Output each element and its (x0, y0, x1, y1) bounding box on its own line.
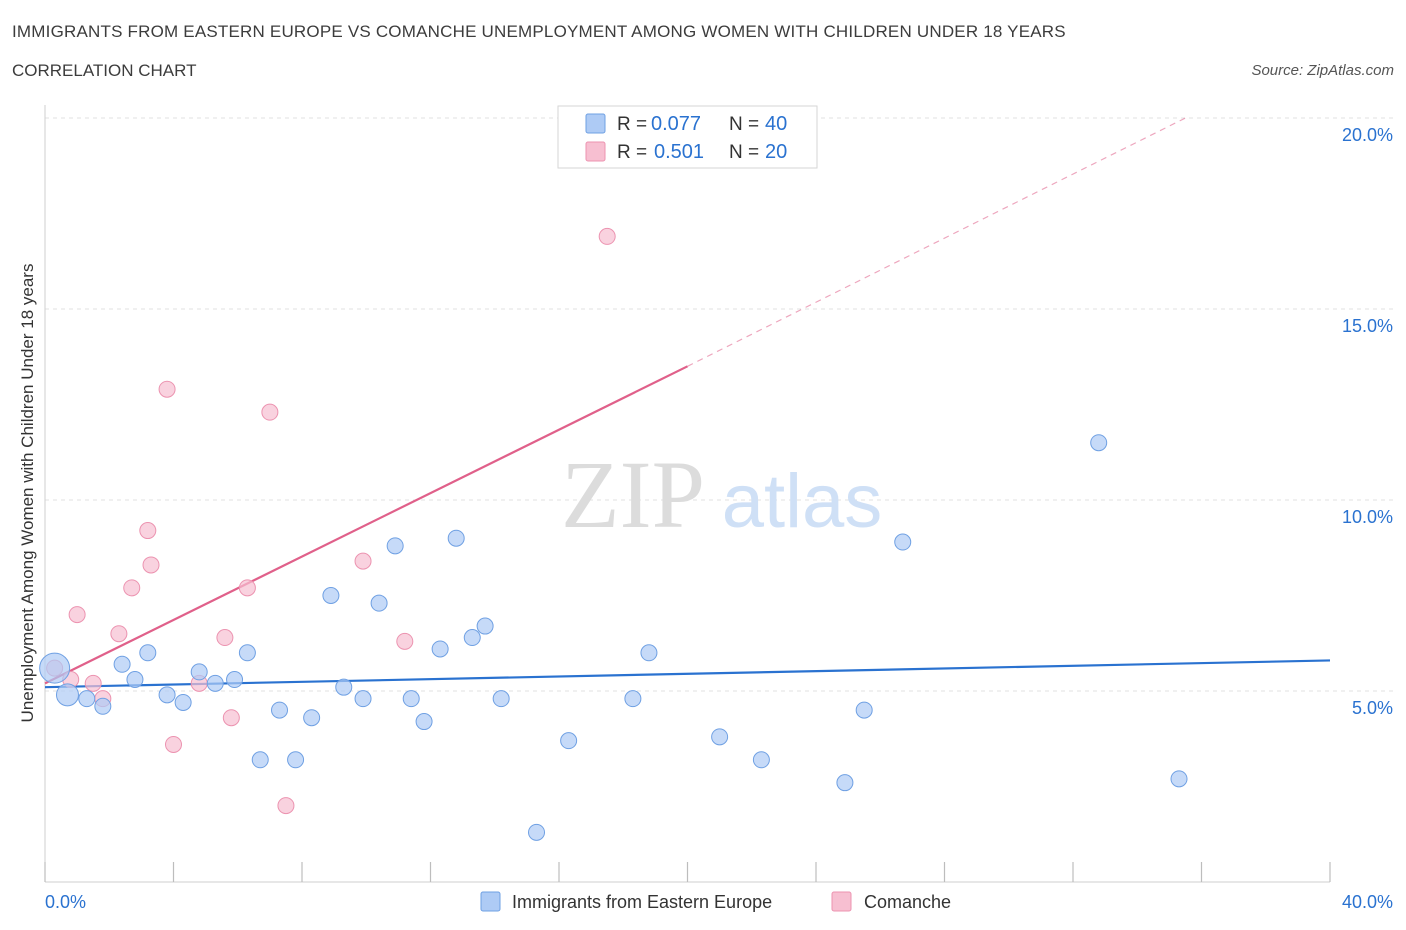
x-tick-label: 0.0% (45, 892, 86, 912)
point-immigrants (322, 587, 340, 604)
y-tick-label: 5.0% (1352, 698, 1393, 718)
point-comanche (261, 403, 279, 421)
point-immigrants (476, 617, 494, 635)
point-immigrants (463, 629, 481, 647)
y-tick-label: 15.0% (1342, 316, 1393, 336)
chart-title: IMMIGRANTS FROM EASTERN EUROPE VS COMANC… (12, 22, 1066, 41)
point-immigrants (386, 537, 404, 555)
point-immigrants (190, 663, 208, 681)
y-tick-labels: 5.0% 10.0% 15.0% 20.0% (1342, 125, 1393, 718)
point-immigrants (1170, 770, 1188, 788)
stats-swatch-blue (585, 113, 606, 134)
legend-swatch-comanche (831, 891, 852, 912)
point-immigrants (55, 683, 79, 707)
y-tick-label: 10.0% (1342, 507, 1393, 527)
point-comanche (222, 709, 240, 727)
legend-label-immigrants: Immigrants from Eastern Europe (512, 892, 772, 912)
stats-n-value-2: 20 (765, 141, 787, 163)
point-immigrants (415, 713, 433, 731)
point-comanche (216, 629, 234, 647)
point-immigrants (447, 529, 465, 547)
watermark-zip: ZIP (561, 441, 705, 548)
stats-legend: R = 0.077 N = 40 R = 0.501 N = 20 (557, 105, 818, 169)
point-comanche (68, 606, 86, 624)
point-immigrants (836, 774, 854, 792)
legend-swatch-immigrants (480, 891, 501, 912)
point-immigrants (855, 701, 873, 719)
point-immigrants (39, 652, 71, 684)
trend-line-2 (44, 365, 688, 685)
point-immigrants (126, 671, 144, 689)
data-points (39, 227, 1188, 841)
point-comanche (84, 674, 102, 692)
stats-legend-row-2: R = 0.501 N = 20 (585, 141, 787, 163)
point-immigrants (370, 594, 388, 612)
trend-line-1 (44, 659, 1331, 689)
legend-label-comanche: Comanche (864, 892, 951, 912)
point-comanche (238, 579, 256, 597)
watermark-atlas: atlas (722, 459, 883, 544)
bottom-legend: Immigrants from Eastern Europe Comanche (480, 891, 951, 912)
point-immigrants (271, 701, 289, 719)
stats-legend-row-1: R = 0.077 N = 40 (585, 113, 787, 135)
chart-subtitle: CORRELATION CHART (12, 61, 197, 80)
point-immigrants (78, 690, 96, 708)
point-comanche (354, 552, 372, 570)
point-immigrants (894, 533, 912, 551)
point-immigrants (402, 690, 420, 708)
point-comanche (158, 380, 176, 398)
grid-lines (45, 117, 1395, 692)
stats-r-value-1: 0.077 (651, 113, 701, 135)
point-immigrants (174, 693, 192, 711)
point-comanche (598, 227, 616, 245)
x-tick-labels: 0.0% 40.0% (45, 892, 1393, 912)
point-immigrants (752, 751, 770, 769)
point-comanche (123, 579, 141, 597)
point-comanche (139, 522, 157, 540)
stats-n-label-2: N = (729, 142, 759, 163)
source-credit: Source: ZipAtlas.com (1251, 62, 1394, 79)
y-tick-label: 20.0% (1342, 125, 1393, 145)
point-immigrants (335, 678, 353, 696)
point-immigrants (303, 709, 321, 727)
stats-n-label-1: N = (729, 114, 759, 135)
point-immigrants (226, 671, 244, 689)
point-immigrants (158, 686, 176, 704)
point-immigrants (94, 697, 112, 715)
stats-r-value-2: 0.501 (654, 141, 704, 163)
point-immigrants (431, 640, 449, 658)
point-comanche (396, 632, 414, 650)
point-comanche (142, 556, 160, 574)
watermark: ZIP atlas (561, 441, 882, 548)
point-immigrants (354, 690, 372, 708)
point-immigrants (492, 690, 510, 708)
point-immigrants (287, 751, 305, 769)
point-immigrants (624, 690, 642, 708)
trend-line-extension-2 (687, 117, 1186, 367)
point-immigrants (238, 644, 256, 662)
axes (44, 105, 1331, 883)
stats-r-label-1: R = (617, 114, 647, 135)
point-immigrants (1090, 434, 1108, 452)
point-immigrants (251, 751, 269, 769)
point-comanche (165, 735, 182, 753)
trend-lines (44, 117, 1331, 689)
point-immigrants (139, 644, 157, 662)
point-immigrants (640, 644, 658, 662)
point-immigrants (113, 655, 131, 673)
point-immigrants (560, 732, 578, 750)
stats-n-value-1: 40 (765, 113, 787, 135)
x-tick-label: 40.0% (1342, 892, 1393, 912)
point-immigrants (528, 823, 546, 841)
stats-swatch-pink (585, 141, 606, 162)
stats-r-label-2: R = (617, 142, 647, 163)
y-axis-title: Unemployment Among Women with Children U… (18, 264, 37, 723)
point-comanche (110, 625, 128, 643)
point-comanche (277, 797, 295, 815)
point-immigrants (206, 674, 224, 692)
point-immigrants (711, 728, 729, 746)
